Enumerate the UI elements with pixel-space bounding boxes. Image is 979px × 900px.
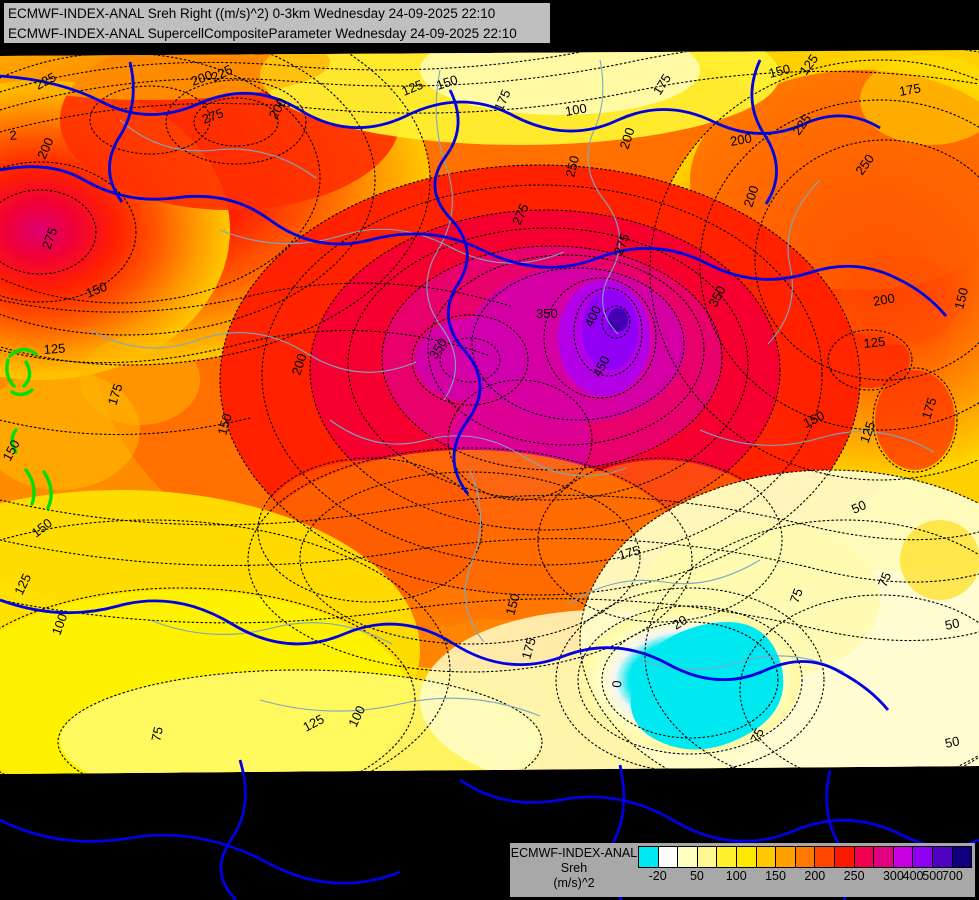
svg-text:75: 75: [747, 726, 767, 746]
colorbar-tick-label: 500: [922, 869, 944, 883]
legend-caption: ECMWF-INDEX-ANAL Sreh (m/s)^2: [510, 843, 638, 891]
title-line-sreh: ECMWF-INDEX-ANAL Sreh Right ((m/s)^2) 0-…: [8, 6, 496, 21]
svg-text:125: 125: [857, 420, 879, 446]
svg-text:2: 2: [9, 127, 18, 143]
colorbar-tick-label: 50: [689, 869, 704, 883]
svg-text:50: 50: [944, 733, 961, 751]
svg-text:275: 275: [39, 226, 61, 252]
svg-text:175: 175: [617, 542, 642, 562]
legend-model-label: ECMWF-INDEX-ANAL: [510, 846, 638, 860]
supercell-composite-contours: [5, 347, 53, 510]
colorbar-swatch: [795, 847, 816, 867]
legend-units-label: (m/s)^2: [553, 876, 595, 890]
legend-scale: -20 50 100 150 200 250 300 400 500 700: [638, 843, 974, 888]
colorbar-tick-label: 400: [902, 869, 924, 883]
rivers-layer: [89, 59, 935, 717]
svg-text:50: 50: [944, 615, 961, 633]
colorbar-swatch: [815, 847, 835, 867]
svg-text:50: 50: [849, 497, 868, 517]
svg-text:100: 100: [49, 612, 71, 638]
svg-text:275: 275: [200, 105, 226, 127]
svg-text:200: 200: [729, 130, 753, 149]
title-box: ECMWF-INDEX-ANAL Sreh Right ((m/s)^2) 0-…: [3, 2, 551, 44]
colorbar-swatch: [678, 847, 698, 867]
colorbar-tick-row: -20 50 100 150 200 250 300 400 500 700: [638, 868, 972, 888]
colorbar-swatch: [893, 847, 914, 867]
svg-text:150: 150: [434, 72, 459, 93]
svg-text:75: 75: [148, 725, 166, 742]
legend-panel: ECMWF-INDEX-ANAL Sreh (m/s)^2 -20 50 100 15…: [507, 843, 975, 897]
colorbar-tick-label: -20: [648, 869, 667, 883]
svg-text:200: 200: [872, 290, 896, 309]
colorbar-swatch: [756, 847, 777, 867]
svg-text:275: 275: [611, 232, 633, 258]
colorbar-swatch: [913, 847, 933, 867]
colorbar-swatch: [658, 847, 679, 867]
title-line-supercell: ECMWF-INDEX-ANAL SupercellCompositeParam…: [8, 26, 517, 41]
svg-text:0: 0: [609, 680, 624, 688]
colorbar-tick-label: 100: [725, 869, 747, 883]
colorbar-swatch: [697, 847, 718, 867]
svg-text:350: 350: [536, 306, 558, 321]
svg-text:250: 250: [562, 154, 582, 179]
svg-text:175: 175: [105, 382, 126, 407]
legend-variable-label: Sreh: [560, 861, 588, 875]
colorbar-swatch: [952, 847, 972, 867]
colorbar-swatch: [639, 847, 659, 867]
svg-text:150: 150: [502, 592, 522, 617]
scalar-field: [0, 50, 979, 774]
svg-text:175: 175: [518, 636, 538, 661]
colorbar-swatch: [834, 847, 855, 867]
colorbar-tick-label: 150: [765, 869, 786, 883]
svg-text:175: 175: [898, 80, 922, 99]
svg-text:150: 150: [951, 286, 971, 311]
colorbar-swatch: [776, 847, 796, 867]
svg-text:75: 75: [787, 586, 806, 605]
colorbar-tick-label: 300: [882, 869, 904, 883]
svg-text:125: 125: [863, 334, 886, 351]
svg-text:200: 200: [189, 67, 215, 89]
svg-text:200: 200: [617, 126, 638, 151]
contour-lines: [0, 50, 979, 774]
svg-text:75: 75: [875, 570, 894, 589]
svg-text:150: 150: [214, 412, 234, 437]
colorbar-swatch: [932, 847, 953, 867]
svg-text:200: 200: [289, 352, 310, 377]
colorbar-tick-label: 250: [843, 869, 865, 883]
contour-labels: 225 200 225 200 275 200 275 150 125 175 …: [0, 51, 971, 751]
svg-text:125: 125: [43, 341, 66, 357]
svg-text:175: 175: [919, 396, 940, 421]
colorbar-swatch: [736, 847, 757, 867]
svg-text:200: 200: [741, 184, 762, 209]
svg-text:20: 20: [670, 612, 690, 632]
colorbar-swatch: [717, 847, 737, 867]
svg-text:100: 100: [564, 100, 588, 119]
colorbar-tick-label: 200: [804, 869, 826, 883]
colorbar[interactable]: [638, 846, 972, 868]
svg-text:150: 150: [767, 61, 792, 81]
colorbar-tick-label: 700: [941, 869, 963, 883]
colorbar-swatch: [854, 847, 875, 867]
colorbar-swatch: [874, 847, 894, 867]
